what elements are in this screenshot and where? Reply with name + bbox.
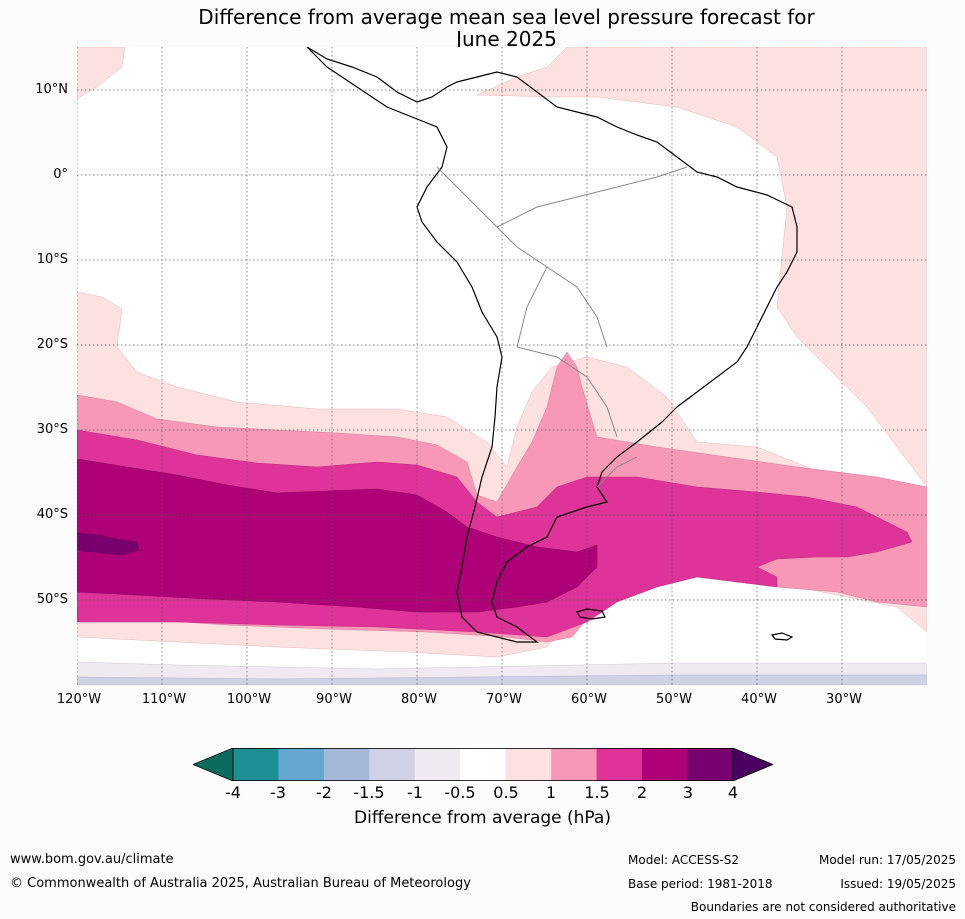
footer-disclaimer: Boundaries are not considered authoritat… (690, 900, 956, 914)
contour-band-3-4 (77, 532, 140, 556)
lon-label-90w: 90°W (316, 692, 352, 707)
colorbar (193, 748, 773, 781)
colorbar-over-arrow (732, 748, 773, 781)
colorbar-swatch (642, 748, 688, 781)
colorbar-tick-label: 3 (682, 783, 694, 802)
lat-label-10n: 10°N (35, 82, 68, 97)
colorbar-tick-label: -2 (316, 783, 332, 802)
colorbar-swatch (278, 748, 325, 781)
colorbar-swatch (687, 748, 734, 781)
colorbar-under-arrow (193, 748, 234, 781)
lon-label-40w: 40°W (741, 692, 777, 707)
lon-label-80w: 80°W (401, 692, 437, 707)
pressure-anomaly-map (77, 47, 927, 685)
footer-model: Model: ACCESS-S2 (628, 853, 740, 867)
colorbar-tick-label: -4 (225, 783, 241, 802)
lon-label-50w: 50°W (656, 692, 692, 707)
lat-label-10s: 10°S (36, 252, 68, 267)
lon-label-60w: 60°W (571, 692, 607, 707)
colorbar-tick-label: -0.5 (444, 783, 476, 802)
colorbar-tick-label: 4 (727, 783, 739, 802)
colorbar-tick-label: 1 (545, 783, 557, 802)
colorbar-tick-label: -3 (270, 783, 286, 802)
colorbar-tick-label: 0.5 (493, 783, 519, 802)
colorbar-swatch (369, 748, 416, 781)
lat-label-40s: 40°S (36, 507, 68, 522)
colorbar-swatch (233, 748, 279, 781)
contour-band-0.5-1-northwest (77, 47, 126, 100)
colorbar-title: Difference from average (hPa) (354, 808, 611, 828)
lat-label-0: 0° (53, 167, 68, 182)
colorbar-tick-label: 2 (636, 783, 648, 802)
map-title-line-2: June 2025 (456, 27, 557, 51)
colorbar-swatch (323, 748, 370, 781)
lon-label-30w: 30°W (826, 692, 862, 707)
colorbar-swatch (505, 748, 552, 781)
colorbar-border (232, 748, 734, 781)
coastline-south-georgia (770, 632, 794, 641)
colorbar-swatch (596, 748, 643, 781)
colorbar-tick-label: 1.5 (584, 783, 610, 802)
footer-model-run: Model run: 17/05/2025 (818, 853, 956, 867)
lon-label-120w: 120°W (56, 692, 102, 707)
country-borders (436, 166, 688, 488)
colorbar-swatch (414, 748, 461, 781)
footer-issued: Issued: 19/05/2025 (840, 877, 956, 891)
colorbar-tick-label: -1.5 (353, 783, 385, 802)
footer-website: www.bom.gov.au/climate (10, 852, 174, 867)
contour-band-0.5-1-northeast (476, 47, 927, 488)
lat-label-20s: 20°S (36, 337, 68, 352)
colorbar-tick-label: -1 (407, 783, 423, 802)
lon-label-100w: 100°W (226, 692, 272, 707)
lat-label-30s: 30°S (36, 422, 68, 437)
footer-base-period: Base period: 1981-2018 (628, 877, 773, 891)
lat-label-50s: 50°S (36, 592, 68, 607)
footer-copyright: © Commonwealth of Australia 2025, Austra… (10, 876, 471, 891)
graticule (77, 47, 927, 685)
lon-label-110w: 110°W (141, 692, 187, 707)
coastline-falklands (576, 608, 606, 620)
colorbar-swatch (460, 748, 507, 781)
colorbar-swatch (551, 748, 598, 781)
map-title-line-1: Difference from average mean sea level p… (198, 5, 815, 29)
lon-label-70w: 70°W (486, 692, 522, 707)
